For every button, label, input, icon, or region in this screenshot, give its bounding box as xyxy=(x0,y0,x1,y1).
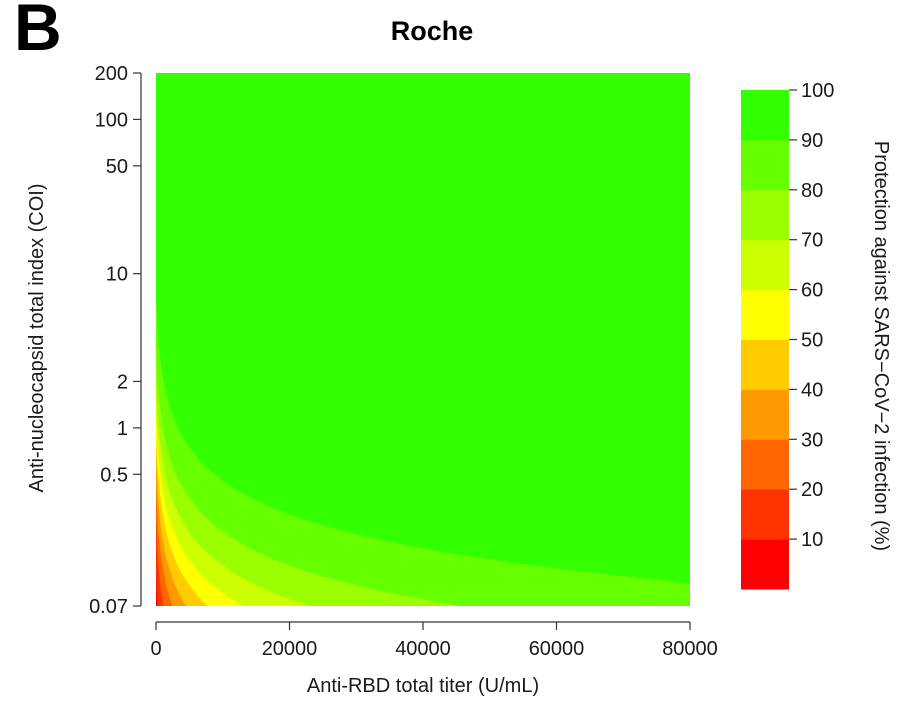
y-tick-label: 50 xyxy=(106,156,128,178)
x-axis-title: Anti-RBD total titer (U/mL) xyxy=(307,675,539,697)
y-tick-label: 0.5 xyxy=(100,464,128,486)
colorbar-band-10-20 xyxy=(741,489,789,540)
panel-letter: B xyxy=(14,0,62,64)
colorbar-band-40-50 xyxy=(741,339,789,390)
colorbar-band-20-30 xyxy=(741,439,789,490)
x-axis: 0 20000 40000 60000 80000 Anti-RBD total tit… xyxy=(150,621,718,697)
colorbar-band-90-100 xyxy=(741,90,789,141)
plot-area xyxy=(156,73,690,606)
x-tick-label: 80000 xyxy=(662,638,718,660)
colorbar-ticks: 10 20 30 40 50 60 70 80 90 100 xyxy=(789,80,834,551)
colorbar-tick-label: 90 xyxy=(801,130,823,152)
contour-band-90-100 xyxy=(156,73,690,606)
colorbar-tick-label: 100 xyxy=(801,80,834,102)
colorbar-tick-label: 60 xyxy=(801,280,823,302)
x-ticks: 0 20000 40000 60000 80000 xyxy=(150,622,718,660)
colorbar-tick-label: 10 xyxy=(801,529,823,551)
colorbar-tick-label: 20 xyxy=(801,479,823,501)
colorbar-tick-label: 80 xyxy=(801,180,823,202)
y-axis-title: Anti-nucleocapsid total index (COI) xyxy=(26,183,48,492)
contour-band-20-30 xyxy=(156,73,173,606)
contour-band-10-20 xyxy=(156,73,164,606)
colorbar-bands xyxy=(741,90,789,590)
colorbar-tick-label: 30 xyxy=(801,429,823,451)
y-ticks: 0.07 0.5 1 2 10 50 100 200 xyxy=(89,63,141,618)
colorbar-tick-label: 50 xyxy=(801,330,823,352)
colorbar-band-50-60 xyxy=(741,289,789,340)
y-tick-label: 2 xyxy=(117,371,128,393)
colorbar-tick-label: 70 xyxy=(801,230,823,252)
colorbar-tick-label: 40 xyxy=(801,379,823,401)
y-tick-label: 200 xyxy=(95,63,128,85)
x-tick-label: 0 xyxy=(150,638,161,660)
colorbar-title: Protection against SARS−CoV−2 infection … xyxy=(870,141,892,551)
x-tick-label: 60000 xyxy=(529,638,585,660)
colorbar-band-80-90 xyxy=(741,139,789,191)
colorbar-band-30-40 xyxy=(741,389,789,440)
colorbar: 10 20 30 40 50 60 70 80 90 100 Protection against… xyxy=(741,80,892,590)
chart-title: Roche xyxy=(391,16,474,46)
x-tick-label: 40000 xyxy=(395,638,451,660)
y-tick-label: 10 xyxy=(106,264,128,286)
y-tick-label: 0.07 xyxy=(89,596,128,618)
colorbar-band-0-10 xyxy=(741,539,789,590)
x-tick-label: 20000 xyxy=(262,638,318,660)
y-tick-label: 100 xyxy=(95,109,128,131)
colorbar-band-60-70 xyxy=(741,239,789,291)
colorbar-band-70-80 xyxy=(741,189,789,241)
y-axis: 0.07 0.5 1 2 10 50 100 200 Anti-nucleocapsid to… xyxy=(26,63,142,618)
contour-bands xyxy=(156,73,690,606)
y-tick-label: 1 xyxy=(117,418,128,440)
